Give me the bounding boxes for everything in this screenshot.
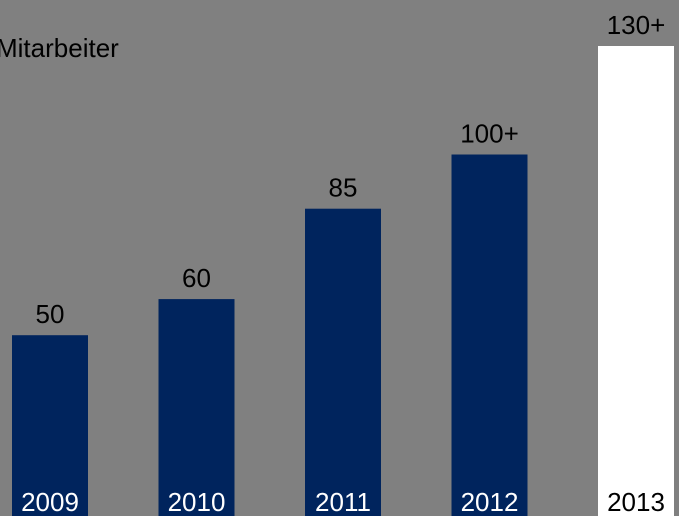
data-label-2013: 130+: [607, 10, 666, 40]
chart-title: Mitarbeiter: [0, 33, 119, 63]
data-label-2012: 100+: [460, 119, 519, 149]
bar-2009: [12, 335, 88, 516]
tick-label-2013: 2013: [607, 487, 665, 516]
bar-2010: [158, 299, 235, 516]
tick-label-2009: 2009: [21, 487, 79, 516]
tick-label-2011: 2011: [315, 487, 371, 516]
bar-2011: [305, 208, 381, 516]
tick-label-2012: 2012: [461, 487, 519, 516]
data-label-2011: 85: [329, 173, 358, 203]
bar-2012: [451, 154, 528, 516]
bar-2013: [598, 46, 674, 516]
bars-layer: [12, 46, 674, 516]
labels-layer: 50 2009 60 2010 85 2011 100+ 2012 130+ 2013: [21, 10, 665, 516]
data-label-2009: 50: [36, 299, 65, 329]
tick-label-2010: 2010: [168, 487, 226, 516]
data-label-2010: 60: [182, 263, 211, 293]
